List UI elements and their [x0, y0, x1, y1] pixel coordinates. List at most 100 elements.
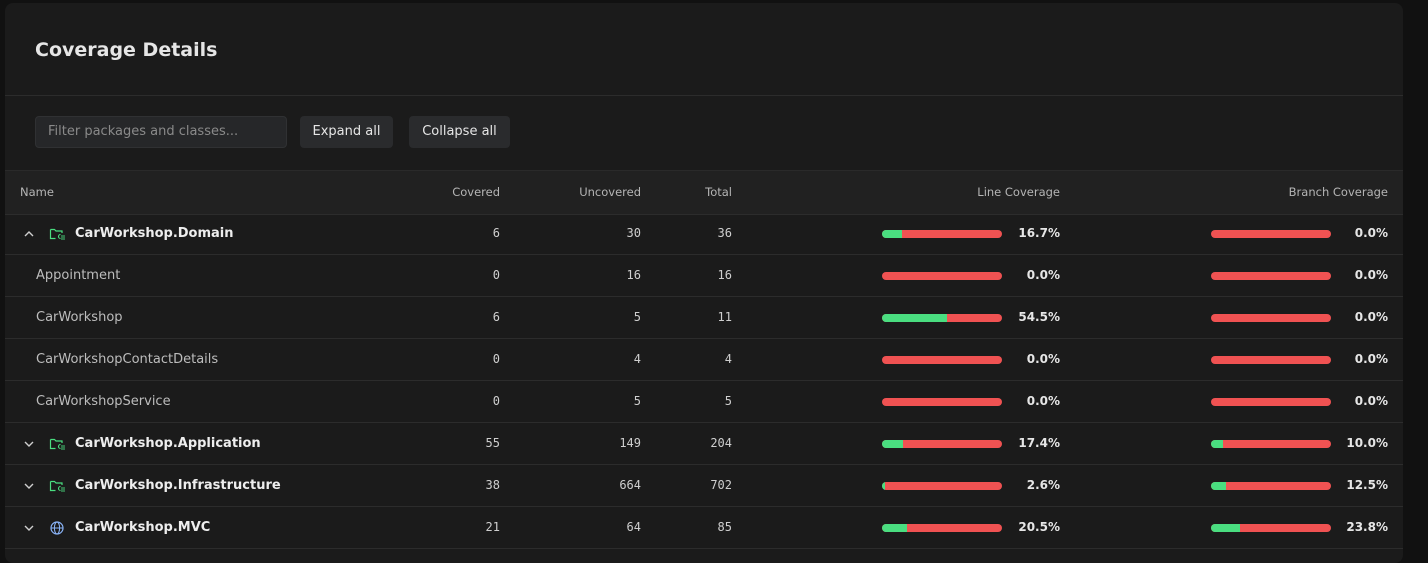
- class-row: CarWorkshop 6 5 11 54.5% 0.0%: [5, 297, 1403, 339]
- coverage-bar-track: [882, 524, 1002, 532]
- total-count: 36: [717, 226, 732, 240]
- package-name: CarWorkshop.Domain: [75, 226, 234, 241]
- coverage-bar-track: [1211, 356, 1331, 364]
- uncovered-count: 5: [633, 394, 641, 408]
- coverage-bar-fill: [882, 482, 886, 490]
- total-count: 204: [710, 436, 732, 450]
- coverage-bar-fill: [882, 230, 903, 238]
- coverage-bar-track: [1211, 524, 1331, 532]
- total-count: 85: [717, 520, 732, 534]
- coverage-bar-track: [1211, 230, 1331, 238]
- coverage-bar-fill: [1211, 482, 1226, 490]
- coverage-percent: 0.0%: [1026, 352, 1060, 366]
- filter-input[interactable]: Filter packages and classes...: [35, 116, 287, 148]
- coverage-bar-fill: [882, 440, 903, 448]
- class-name: CarWorkshopService: [36, 394, 171, 409]
- uncovered-count: 5: [633, 310, 641, 324]
- package-row[interactable]: CarWorkshop.Application 55 149 204 17.4% 10.0…: [5, 423, 1403, 465]
- coverage-percent: 0.0%: [1354, 226, 1388, 240]
- uncovered-count: 64: [626, 520, 641, 534]
- coverage-bar-track: [882, 314, 1002, 322]
- coverage-bar-track: [882, 482, 1002, 490]
- csharp-project-icon: [49, 228, 65, 240]
- package-name: CarWorkshop.Application: [75, 436, 261, 451]
- uncovered-count: 16: [626, 268, 641, 282]
- column-header: Covered: [452, 185, 500, 199]
- coverage-bar-fill: [1211, 440, 1223, 448]
- coverage-bar-track: [882, 230, 1002, 238]
- coverage-percent: 17.4%: [1018, 436, 1060, 450]
- covered-count: 6: [492, 226, 500, 240]
- class-name: CarWorkshop: [36, 310, 123, 325]
- coverage-percent: 0.0%: [1026, 268, 1060, 282]
- class-name: CarWorkshopContactDetails: [36, 352, 219, 367]
- coverage-percent: 12.5%: [1346, 478, 1388, 492]
- total-count: 4: [724, 352, 732, 366]
- coverage-bar-track: [1211, 398, 1331, 406]
- coverage-panel: Coverage Details Filter packages and cla…: [5, 3, 1403, 563]
- expand-chevron[interactable]: [23, 522, 35, 534]
- package-name: CarWorkshop.Infrastructure: [75, 478, 281, 493]
- coverage-percent: 54.5%: [1018, 310, 1060, 324]
- table-header: Name Covered Uncovered Total Line Coverage Br…: [5, 170, 1403, 215]
- column-header: Total: [705, 185, 732, 199]
- coverage-percent: 2.6%: [1026, 478, 1060, 492]
- coverage-bar-track: [1211, 482, 1331, 490]
- web-project-icon: [50, 521, 64, 535]
- csharp-project-icon: [49, 480, 65, 492]
- coverage-percent: 16.7%: [1018, 226, 1060, 240]
- total-count: 16: [717, 268, 732, 282]
- coverage-percent: 10.0%: [1346, 436, 1388, 450]
- covered-count: 0: [492, 352, 500, 366]
- collapse-all-button[interactable]: Collapse all: [409, 116, 510, 148]
- package-name: CarWorkshop.MVC: [75, 520, 211, 535]
- csharp-project-icon: [49, 438, 65, 450]
- class-row: Appointment 0 16 16 0.0% 0.0%: [5, 255, 1403, 297]
- covered-count: 0: [492, 268, 500, 282]
- coverage-bar-track: [882, 356, 1002, 364]
- column-header: Name: [20, 185, 54, 199]
- collapse-chevron[interactable]: [23, 228, 35, 240]
- column-header: Uncovered: [579, 185, 641, 199]
- total-count: 5: [724, 394, 732, 408]
- coverage-percent: 23.8%: [1346, 520, 1388, 534]
- coverage-bar-track: [1211, 440, 1331, 448]
- column-header: Branch Coverage: [1288, 185, 1388, 199]
- coverage-bar-track: [882, 440, 1002, 448]
- coverage-bar-fill: [882, 314, 948, 322]
- coverage-percent: 0.0%: [1354, 394, 1388, 408]
- covered-count: 0: [492, 394, 500, 408]
- coverage-bar-track: [1211, 272, 1331, 280]
- coverage-bar-fill: [882, 524, 907, 532]
- coverage-bar-fill: [1211, 524, 1240, 532]
- coverage-percent: 0.0%: [1354, 310, 1388, 324]
- package-row[interactable]: CarWorkshop.Infrastructure 38 664 702 2.6% 12…: [5, 465, 1403, 507]
- uncovered-count: 30: [626, 226, 641, 240]
- uncovered-count: 664: [619, 478, 641, 492]
- covered-count: 6: [492, 310, 500, 324]
- class-name: Appointment: [36, 268, 121, 283]
- package-row[interactable]: CarWorkshop.Domain 6 30 36 16.7% 0.0%: [5, 213, 1403, 255]
- column-header: Line Coverage: [977, 185, 1060, 199]
- divider: [5, 95, 1403, 96]
- expand-chevron[interactable]: [23, 480, 35, 492]
- panel-title: Coverage Details: [35, 39, 218, 61]
- covered-count: 21: [485, 520, 500, 534]
- total-count: 702: [710, 478, 732, 492]
- coverage-percent: 20.5%: [1018, 520, 1060, 534]
- package-row[interactable]: CarWorkshop.MVC 21 64 85 20.5% 23.8%: [5, 507, 1403, 549]
- uncovered-count: 149: [619, 436, 641, 450]
- coverage-bar-track: [1211, 314, 1331, 322]
- class-row: CarWorkshopService 0 5 5 0.0% 0.0%: [5, 381, 1403, 423]
- expand-chevron[interactable]: [23, 438, 35, 450]
- covered-count: 55: [485, 436, 500, 450]
- coverage-bar-track: [882, 398, 1002, 406]
- total-count: 11: [717, 310, 732, 324]
- class-row: CarWorkshopContactDetails 0 4 4 0.0% 0.0%: [5, 339, 1403, 381]
- coverage-percent: 0.0%: [1354, 268, 1388, 282]
- coverage-percent: 0.0%: [1026, 394, 1060, 408]
- covered-count: 38: [485, 478, 500, 492]
- coverage-percent: 0.0%: [1354, 352, 1388, 366]
- expand-all-button[interactable]: Expand all: [300, 116, 393, 148]
